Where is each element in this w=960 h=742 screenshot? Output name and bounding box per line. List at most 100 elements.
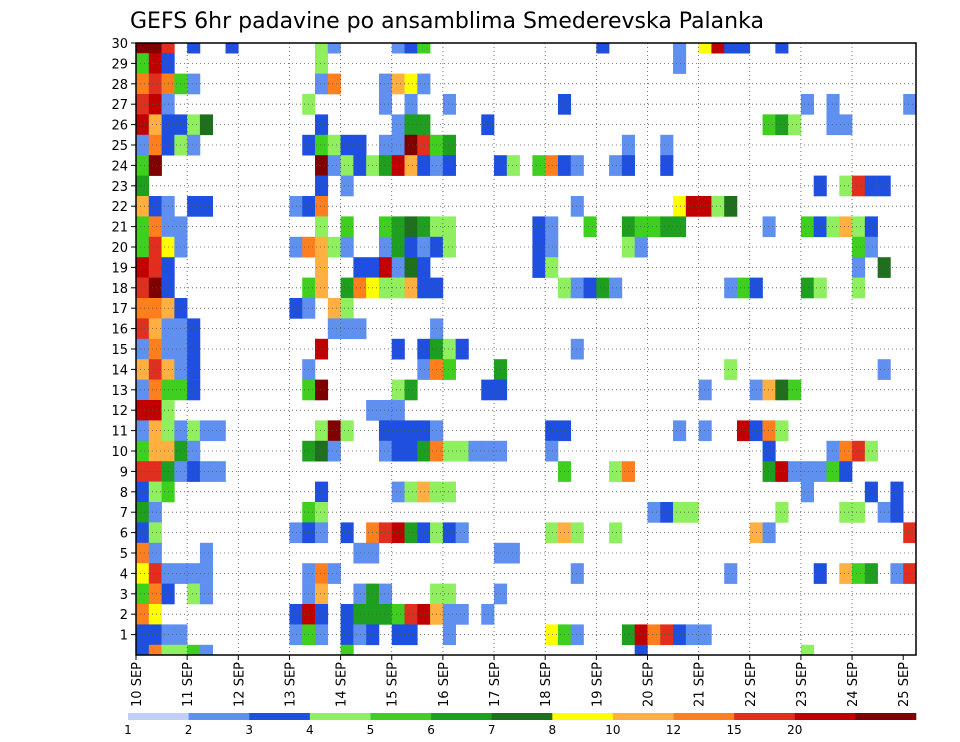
- heatmap-cell: [148, 359, 162, 380]
- heatmap-cell: [570, 563, 584, 584]
- heatmap-cell: [404, 114, 418, 136]
- heatmap-cell: [800, 461, 815, 482]
- heatmap-cell: [481, 604, 495, 625]
- heatmap-cell: [378, 73, 393, 95]
- heatmap-cell: [315, 379, 329, 401]
- heatmap-cell: [148, 94, 162, 115]
- y-axis: 1234567891011121314151617181920212223242…: [111, 37, 136, 644]
- y-tick-label: 26: [111, 119, 128, 134]
- heatmap-cell: [340, 175, 354, 197]
- y-tick-label: 6: [120, 527, 128, 542]
- y-tick-label: 21: [111, 221, 128, 236]
- heatmap-cell: [839, 563, 853, 584]
- colorbar-label: 6: [427, 723, 435, 737]
- heatmap-cell: [148, 542, 162, 564]
- heatmap-cell: [839, 216, 853, 238]
- heatmap-cell: [736, 420, 751, 442]
- heatmap-cell: [148, 440, 162, 462]
- heatmap-cell: [762, 522, 776, 544]
- heatmap-cell: [148, 236, 162, 258]
- heatmap-cell: [340, 216, 354, 238]
- heatmap-cell: [327, 298, 341, 319]
- heatmap-cell: [864, 175, 878, 197]
- heatmap-cell: [532, 155, 546, 176]
- heatmap-cell: [187, 134, 201, 156]
- heatmap-cell: [199, 461, 214, 482]
- heatmap-cell: [455, 522, 469, 544]
- y-tick-label: 25: [111, 139, 128, 154]
- heatmap-cell: [545, 155, 559, 176]
- x-tick-label: 13 SEP: [283, 662, 298, 707]
- heatmap-cell: [417, 216, 431, 238]
- heatmap-cell: [736, 43, 751, 54]
- heatmap-cell: [212, 420, 226, 442]
- heatmap-cell: [634, 216, 648, 238]
- heatmap-cell: [673, 53, 687, 74]
- heatmap-cell: [148, 114, 162, 136]
- heatmap-cell: [136, 114, 150, 136]
- heatmap-cell: [839, 175, 853, 197]
- heatmap-cell: [148, 318, 162, 340]
- x-tick-label: 15 SEP: [386, 662, 401, 707]
- heatmap-cell: [187, 73, 201, 95]
- heatmap-cell: [698, 624, 712, 646]
- heatmap-cell: [775, 43, 789, 54]
- y-tick-label: 9: [120, 465, 128, 480]
- y-tick-label: 10: [111, 445, 128, 460]
- heatmap-cell: [187, 440, 201, 462]
- heatmap-cell: [442, 216, 456, 238]
- heatmap-cell: [136, 604, 150, 625]
- heatmap-cell: [839, 502, 853, 523]
- heatmap-cell: [225, 43, 239, 54]
- heatmap-cell: [289, 604, 303, 625]
- y-tick-label: 14: [111, 363, 128, 378]
- chart-title: GEFS 6hr padavine po ansamblima Smederev…: [130, 9, 764, 34]
- heatmap-cell: [148, 134, 162, 156]
- heatmap-cell: [775, 379, 789, 401]
- heatmap-cell: [148, 563, 162, 584]
- heatmap-cell: [353, 604, 367, 625]
- heatmap-cell: [340, 155, 354, 176]
- heatmap-cell: [903, 522, 917, 544]
- heatmap-cell: [289, 236, 303, 258]
- heatmap-cell: [148, 298, 162, 319]
- heatmap-cell: [673, 420, 687, 442]
- heatmap-cell: [136, 155, 150, 176]
- colorbar-swatch: [370, 713, 432, 720]
- heatmap-cell: [340, 522, 354, 544]
- colorbar-label: 4: [306, 723, 314, 737]
- heatmap-cell: [442, 134, 456, 156]
- heatmap-cell: [378, 522, 393, 544]
- x-tick-label: 14 SEP: [335, 662, 350, 707]
- colorbar-label: 20: [787, 723, 802, 737]
- heatmap-cell: [545, 440, 559, 462]
- heatmap-cell: [315, 604, 329, 625]
- heatmap-cell: [404, 440, 418, 462]
- heatmap-cell: [136, 134, 150, 156]
- heatmap-cell: [442, 440, 456, 462]
- heatmap-cell: [148, 73, 162, 95]
- heatmap-cell: [187, 338, 201, 360]
- heatmap-cell: [532, 236, 546, 258]
- heatmap-cell: [442, 155, 456, 176]
- heatmap-cell: [340, 644, 354, 656]
- heatmap-cell: [136, 420, 150, 442]
- heatmap-cell: [660, 216, 674, 238]
- heatmap-cell: [724, 43, 738, 54]
- heatmap-cell: [864, 481, 878, 503]
- heatmap-cell: [199, 420, 214, 442]
- heatmap-cell: [417, 155, 431, 176]
- heatmap-cell: [864, 236, 878, 258]
- heatmap-cell: [762, 379, 776, 401]
- heatmap-cell: [442, 94, 456, 115]
- colorbar-label: 15: [727, 723, 742, 737]
- y-tick-label: 19: [111, 261, 128, 276]
- heatmap-cell: [378, 400, 393, 421]
- x-tick-label: 20 SEP: [641, 662, 656, 707]
- heatmap-cell: [148, 502, 162, 523]
- heatmap-cell: [634, 236, 648, 258]
- heatmap-cell: [800, 94, 815, 115]
- heatmap-cell: [609, 277, 623, 299]
- y-tick-label: 20: [111, 241, 128, 256]
- heatmap-cell: [698, 43, 712, 54]
